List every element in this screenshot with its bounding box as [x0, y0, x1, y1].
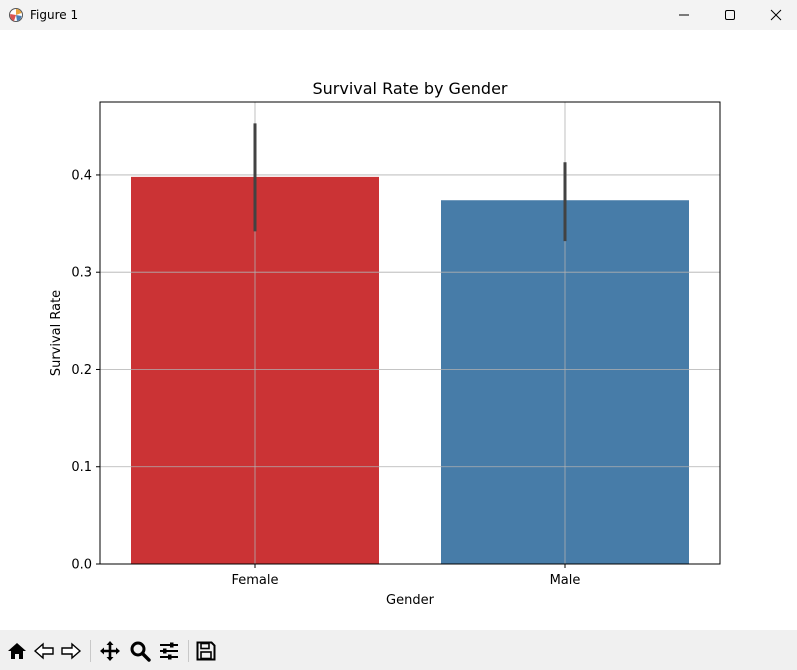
home-button[interactable] — [4, 638, 30, 664]
zoom-button[interactable] — [127, 638, 153, 664]
matplotlib-app-icon — [9, 8, 23, 22]
close-icon — [770, 9, 782, 21]
forward-button[interactable] — [58, 638, 84, 664]
x-tick-label-female: Female — [231, 573, 278, 588]
minimize-button[interactable] — [661, 0, 707, 30]
chart-title: Survival Rate by Gender — [312, 79, 507, 98]
home-icon — [8, 643, 26, 659]
zoom-icon — [130, 641, 151, 662]
window-title: Figure 1 — [30, 8, 79, 22]
forward-icon — [61, 642, 82, 660]
y-tick-label: 0.4 — [71, 168, 92, 183]
figure-canvas: 0.0 0.1 0.2 0.3 0.4 Female Male Survival Rate b… — [0, 30, 797, 630]
maximize-button[interactable] — [707, 0, 753, 30]
x-axis-label: Gender — [386, 593, 435, 608]
back-icon — [33, 642, 54, 660]
configure-subplots-button[interactable] — [156, 638, 182, 664]
toolbar-separator — [188, 640, 189, 662]
configure-subplots-icon — [160, 642, 178, 660]
maximize-icon — [725, 10, 735, 20]
y-tick-label: 0.0 — [71, 558, 92, 573]
y-tick-label: 0.2 — [71, 363, 92, 378]
save-icon — [196, 641, 216, 661]
axes-frame — [99, 101, 721, 565]
y-tick-label: 0.1 — [71, 460, 92, 475]
y-tick-label: 0.3 — [71, 266, 92, 281]
save-button[interactable] — [193, 638, 219, 664]
pan-icon — [100, 641, 120, 661]
pan-button[interactable] — [97, 638, 123, 664]
window-titlebar: Figure 1 — [0, 0, 797, 30]
x-tick-label-male: Male — [550, 573, 581, 588]
back-button[interactable] — [31, 638, 57, 664]
toolbar-separator — [90, 640, 91, 662]
close-button[interactable] — [753, 0, 797, 30]
navigation-toolbar — [0, 630, 797, 670]
y-axis-label: Survival Rate — [49, 290, 64, 376]
minimize-icon — [679, 14, 689, 16]
bar-chart: 0.0 0.1 0.2 0.3 0.4 Female Male Survival Rate b… — [49, 79, 721, 608]
